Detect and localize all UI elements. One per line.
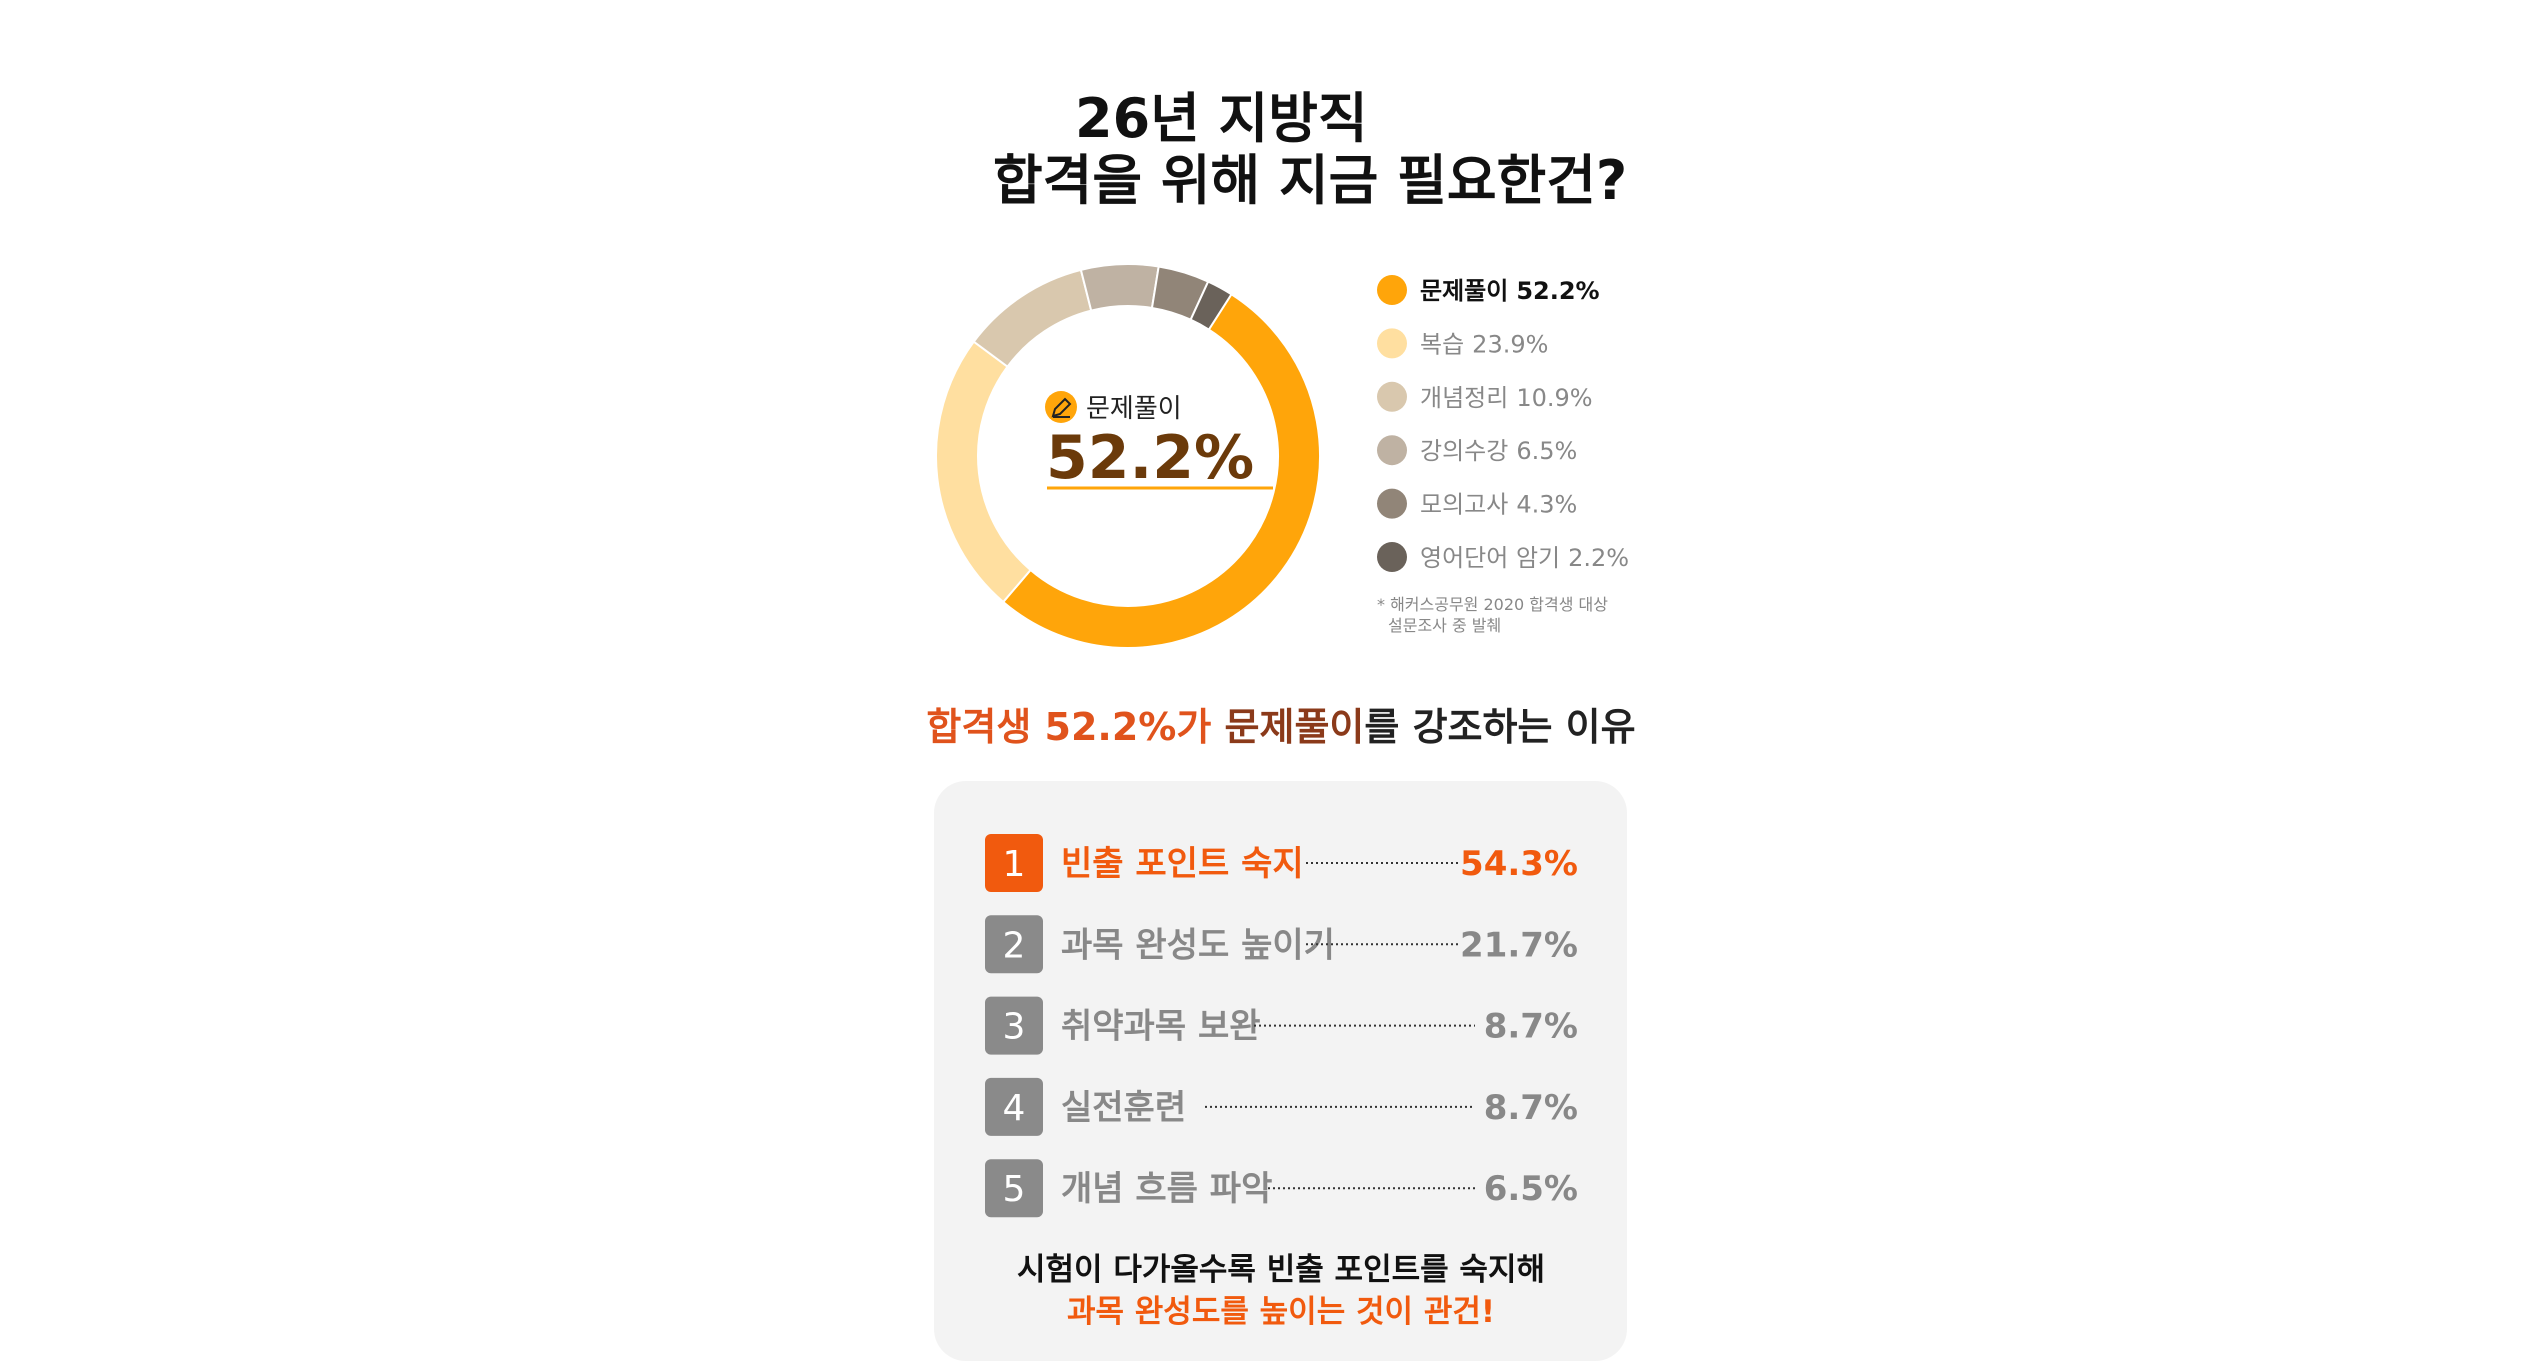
rank-number: 1 <box>1003 844 1026 885</box>
rank-badge <box>985 996 1043 1055</box>
rank-value: 8.7% <box>1484 1007 1578 1047</box>
rank-label: 빈출 포인트 숙지 <box>1061 844 1304 884</box>
rank-label: 과목 완성도 높이기 <box>1061 925 1335 965</box>
subtitle-part: 문제풀이 <box>1225 705 1365 749</box>
legend-swatch <box>1377 381 1407 412</box>
title-line: 26년 지방직 <box>1075 87 1368 150</box>
legend-swatch <box>1377 328 1407 359</box>
rank-number: 3 <box>1003 1007 1026 1048</box>
rank-number: 4 <box>1003 1088 1026 1129</box>
legend-value: 4.3% <box>1516 491 1577 519</box>
legend-entry: 문제풀이 52.2% <box>1420 277 1600 305</box>
legend-entry: 영어단어 암기 2.2% <box>1420 544 1629 572</box>
subtitle: 합격생 52.2%가 문제풀이를 강조하는 이유 <box>926 705 1635 749</box>
legend-label: 복습 <box>1420 330 1464 358</box>
rank-badge <box>985 1077 1043 1136</box>
footer-line: 시험이 다가올수록 빈출 포인트를 숙지해 <box>1017 1252 1545 1288</box>
legend-value: 23.9% <box>1472 330 1548 358</box>
ranking-box <box>934 781 1627 1361</box>
legend-label: 영어단어 암기 <box>1420 544 1560 572</box>
center-label: 문제풀이 <box>1086 394 1182 424</box>
donut-segment <box>1001 292 1322 650</box>
donut-segment <box>972 268 1093 369</box>
footer-line: 과목 완성도를 높이는 것이 관건! <box>1067 1294 1495 1330</box>
legend-swatch <box>1377 488 1407 519</box>
rank-value: 54.3% <box>1460 844 1578 884</box>
rank-value: 6.5% <box>1484 1169 1578 1209</box>
legend-value: 10.9% <box>1516 384 1592 412</box>
legend-entry: 개념정리 10.9% <box>1420 384 1593 412</box>
legend-swatch <box>1377 542 1407 572</box>
rank-value: 21.7% <box>1460 925 1578 965</box>
pencil-icon <box>1045 391 1077 423</box>
legend-label: 개념정리 <box>1420 384 1508 412</box>
legend-swatch <box>1377 435 1407 466</box>
legend-value: 2.2% <box>1568 544 1629 572</box>
center-value: 52.2% <box>1046 423 1254 493</box>
legend-entry: 모의고사 4.3% <box>1420 491 1577 519</box>
legend-value: 52.2% <box>1516 277 1599 305</box>
donut-segment <box>935 340 1032 604</box>
rank-badge <box>985 915 1043 974</box>
rank-label: 개념 흐름 파악 <box>1061 1169 1272 1209</box>
legend-label: 문제풀이 <box>1420 277 1508 305</box>
donut-segment <box>1189 280 1233 332</box>
legend-entry: 강의수강 6.5% <box>1420 437 1577 465</box>
subtitle-part: 를 강조하는 이유 <box>1364 705 1635 749</box>
legend-label: 모의고사 <box>1420 491 1508 519</box>
rank-badge <box>985 1159 1043 1218</box>
rank-label: 취약과목 보완 <box>1061 1007 1261 1047</box>
legend-swatch <box>1377 275 1407 305</box>
subtitle-part: 합격생 52.2%가 <box>926 705 1224 749</box>
pencil-icon <box>1051 397 1072 418</box>
legend-value: 6.5% <box>1516 437 1577 465</box>
donut-segment <box>1079 263 1160 312</box>
note: * 해커스공무원 2020 합격생 대상 <box>1377 595 1608 614</box>
legend-entry: 복습 23.9% <box>1420 330 1548 358</box>
rank-number: 2 <box>1003 925 1026 966</box>
rank-badge <box>985 834 1043 892</box>
title-line: 합격을 위해 지금 필요한건? <box>993 149 1627 212</box>
note: 설문조사 중 발췌 <box>1388 616 1501 635</box>
legend-label: 강의수강 <box>1420 437 1508 465</box>
rank-number: 5 <box>1003 1169 1026 1210</box>
rank-value: 8.7% <box>1484 1088 1578 1128</box>
rank-label: 실전훈련 <box>1061 1088 1186 1128</box>
